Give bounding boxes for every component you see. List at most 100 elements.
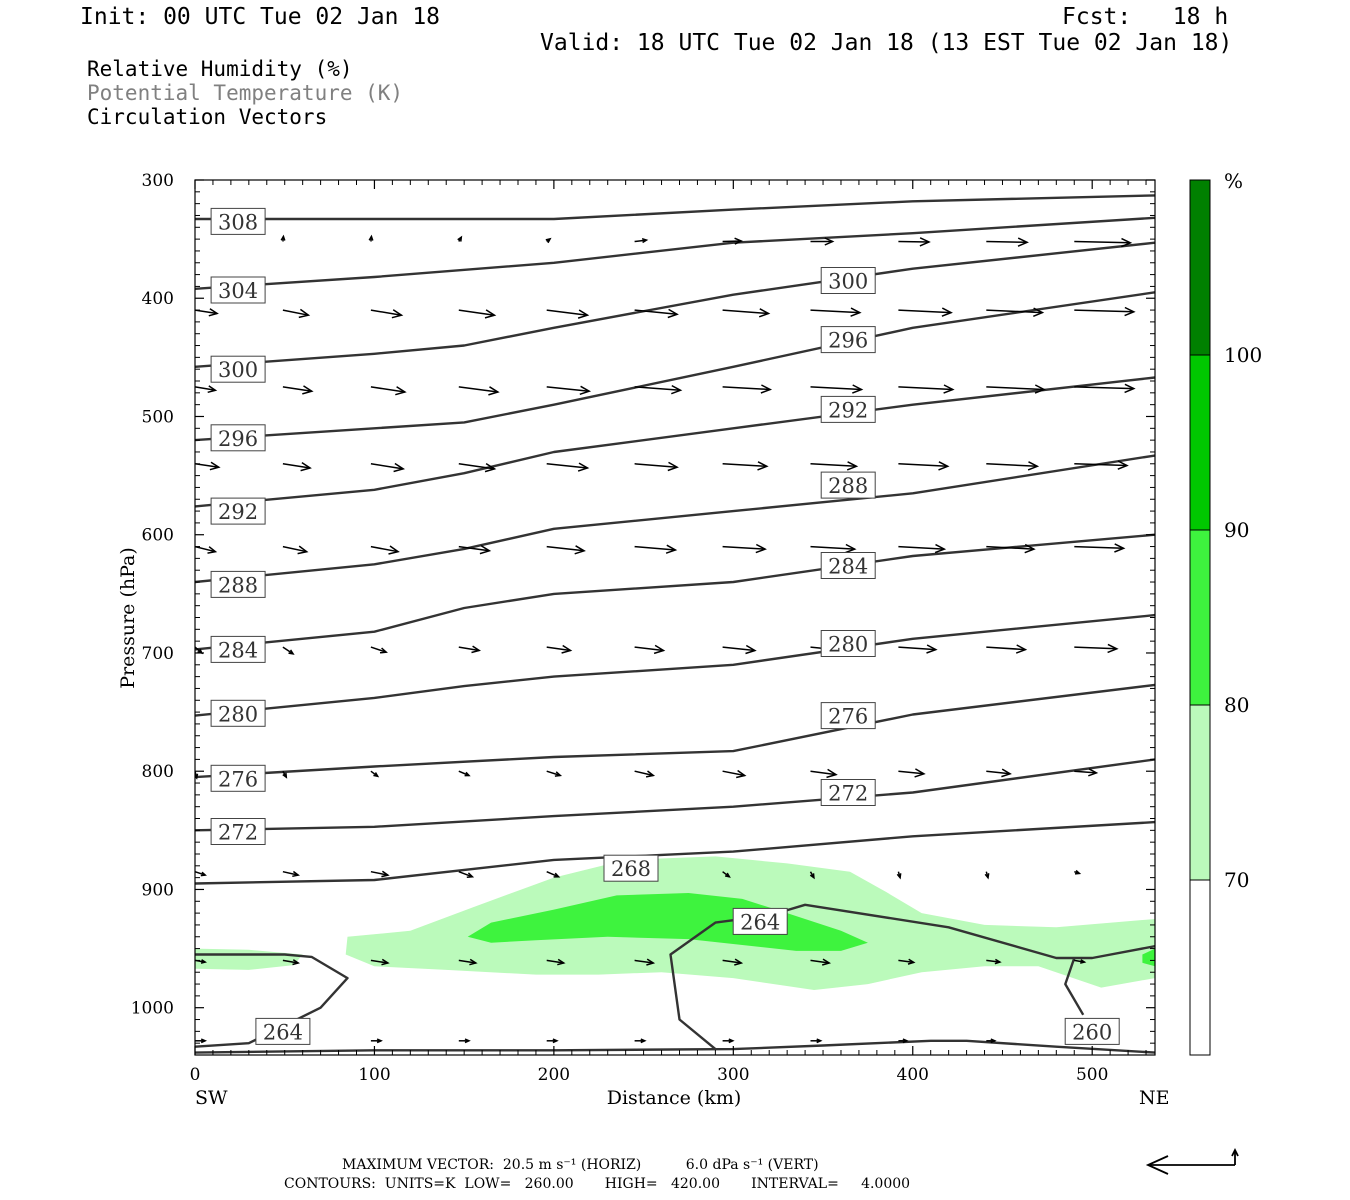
colorbar-box-90-100 <box>1189 354 1211 531</box>
circulation-vector-22 <box>195 385 218 394</box>
y-tick-label-800: 800 <box>142 762 174 782</box>
theta-contour-260-13 <box>195 1039 1155 1054</box>
theta-contour-280-7 <box>195 613 1155 717</box>
contour-label-296-3: 296 <box>210 424 266 452</box>
x-axis-right-end-label: NE <box>1139 1087 1170 1109</box>
colorbar-label-90: 90 <box>1224 518 1249 542</box>
reference-vector-icon <box>1145 1147 1239 1175</box>
circulation-vector-58 <box>282 646 295 655</box>
svg-text:288: 288 <box>828 474 868 498</box>
rh-region-70-80-1 <box>195 948 303 970</box>
y-tick-label-600: 600 <box>142 526 174 546</box>
circulation-vector-95 <box>634 958 656 966</box>
contour-label-280-7: 280 <box>210 699 266 727</box>
x-tick-label-300: 300 <box>717 1065 749 1085</box>
circulation-vector-4 <box>634 237 649 244</box>
footer-contours: CONTOURS: UNITS=K LOW= 260.00 HIGH= 420.… <box>284 1176 911 1192</box>
circulation-vector-110 <box>898 1038 909 1044</box>
legend-circulation-vectors: Circulation Vectors <box>87 105 328 129</box>
circulation-vector-62 <box>634 644 666 655</box>
circulation-vectors <box>195 234 1160 1044</box>
circulation-vector-54 <box>898 543 947 554</box>
contour-label-292-4: 292 <box>210 497 266 525</box>
circulation-vector-106 <box>546 1038 559 1044</box>
y-axis-label: Pressure (hPa) <box>117 547 139 689</box>
circulation-vector-75 <box>810 768 838 779</box>
circulation-vector-10 <box>195 308 219 317</box>
circulation-vector-9 <box>1074 237 1133 248</box>
contour-label-276-16: 276 <box>820 702 876 730</box>
contour-label-308-0: 308 <box>210 207 266 235</box>
circulation-vector-36 <box>370 462 406 473</box>
circulation-vector-91 <box>282 959 300 966</box>
circulation-vector-111 <box>986 1038 997 1044</box>
circulation-vector-42 <box>898 461 950 471</box>
circulation-vector-28 <box>722 384 773 394</box>
theta-contour-260-14 <box>1064 957 1085 1016</box>
circulation-vector-27 <box>634 384 683 395</box>
circulation-vector-92 <box>370 958 390 966</box>
circulation-vector-13 <box>458 309 497 319</box>
circulation-vector-47 <box>282 545 309 555</box>
legend-relative-humidity: Relative Humidity (%) <box>87 57 353 81</box>
circulation-vector-55 <box>986 543 1036 554</box>
footer-maximum-vector: MAXIMUM VECTOR: 20.5 m s⁻¹ (HORIZ) 6.0 d… <box>342 1157 819 1173</box>
forecast-hour: Fcst: 18 h <box>1062 4 1229 30</box>
circulation-vector-34 <box>195 461 221 471</box>
circulation-vector-14 <box>546 309 590 319</box>
circulation-vector-3 <box>545 237 552 244</box>
circulation-vector-97 <box>810 958 832 966</box>
theta-contour-292-4 <box>195 376 1155 508</box>
circulation-vector-53 <box>810 543 857 554</box>
circulation-vector-39 <box>634 461 679 472</box>
circulation-vector-0 <box>280 234 286 242</box>
x-tick-label-400: 400 <box>897 1065 929 1085</box>
circulation-vector-49 <box>458 544 492 555</box>
circulation-vector-81 <box>370 870 390 878</box>
svg-text:264: 264 <box>740 910 780 934</box>
circulation-vector-104 <box>370 1038 383 1044</box>
circulation-vector-61 <box>546 644 573 654</box>
colorbar-label-80: 80 <box>1224 693 1249 717</box>
svg-text:288: 288 <box>218 573 258 597</box>
circulation-vector-32 <box>1074 383 1136 394</box>
theta-contour-300-2 <box>195 241 1155 368</box>
x-tick-label-500: 500 <box>1076 1065 1108 1085</box>
circulation-vector-6 <box>810 237 835 246</box>
svg-text:304: 304 <box>218 279 258 303</box>
colorbar-box-below-70 <box>1189 879 1211 1056</box>
svg-text:280: 280 <box>828 633 868 657</box>
circulation-vector-72 <box>546 770 563 777</box>
circulation-vector-15 <box>634 308 679 319</box>
contour-label-300-10: 300 <box>820 267 876 294</box>
contour-label-260-21: 260 <box>1064 1017 1120 1045</box>
colorbar-box-80-90 <box>1189 529 1211 706</box>
circulation-vector-102 <box>195 1038 208 1044</box>
circulation-vector-69 <box>282 770 288 779</box>
contour-label-300-2: 300 <box>210 355 266 383</box>
circulation-vector-37 <box>458 462 497 473</box>
circulation-vector-93 <box>458 958 478 966</box>
theta-contour-284-6 <box>195 533 1155 651</box>
init-time: Init: 00 UTC Tue 02 Jan 18 <box>80 4 441 30</box>
y-tick-label-900: 900 <box>142 880 174 900</box>
svg-text:300: 300 <box>828 270 868 294</box>
circulation-vector-71 <box>458 770 471 777</box>
svg-text:280: 280 <box>218 702 258 726</box>
circulation-vector-67 <box>1074 643 1119 654</box>
circulation-vector-113 <box>1155 1039 1160 1043</box>
svg-text:272: 272 <box>218 821 258 845</box>
circulation-vector-100 <box>1074 959 1087 964</box>
circulation-vector-17 <box>810 307 862 317</box>
rh-region-80-90-2 <box>467 893 868 951</box>
circulation-vector-19 <box>986 307 1045 317</box>
theta-contour-308-0 <box>195 194 1155 221</box>
theta-contour-288-5 <box>195 454 1155 584</box>
contour-label-276-8: 276 <box>210 764 266 792</box>
circulation-vector-59 <box>370 646 388 654</box>
circulation-vector-38 <box>546 462 590 472</box>
circulation-vector-20 <box>1074 306 1136 317</box>
circulation-vector-40 <box>722 461 769 471</box>
circulation-vector-94 <box>546 958 566 966</box>
contour-label-288-13: 288 <box>820 471 876 499</box>
